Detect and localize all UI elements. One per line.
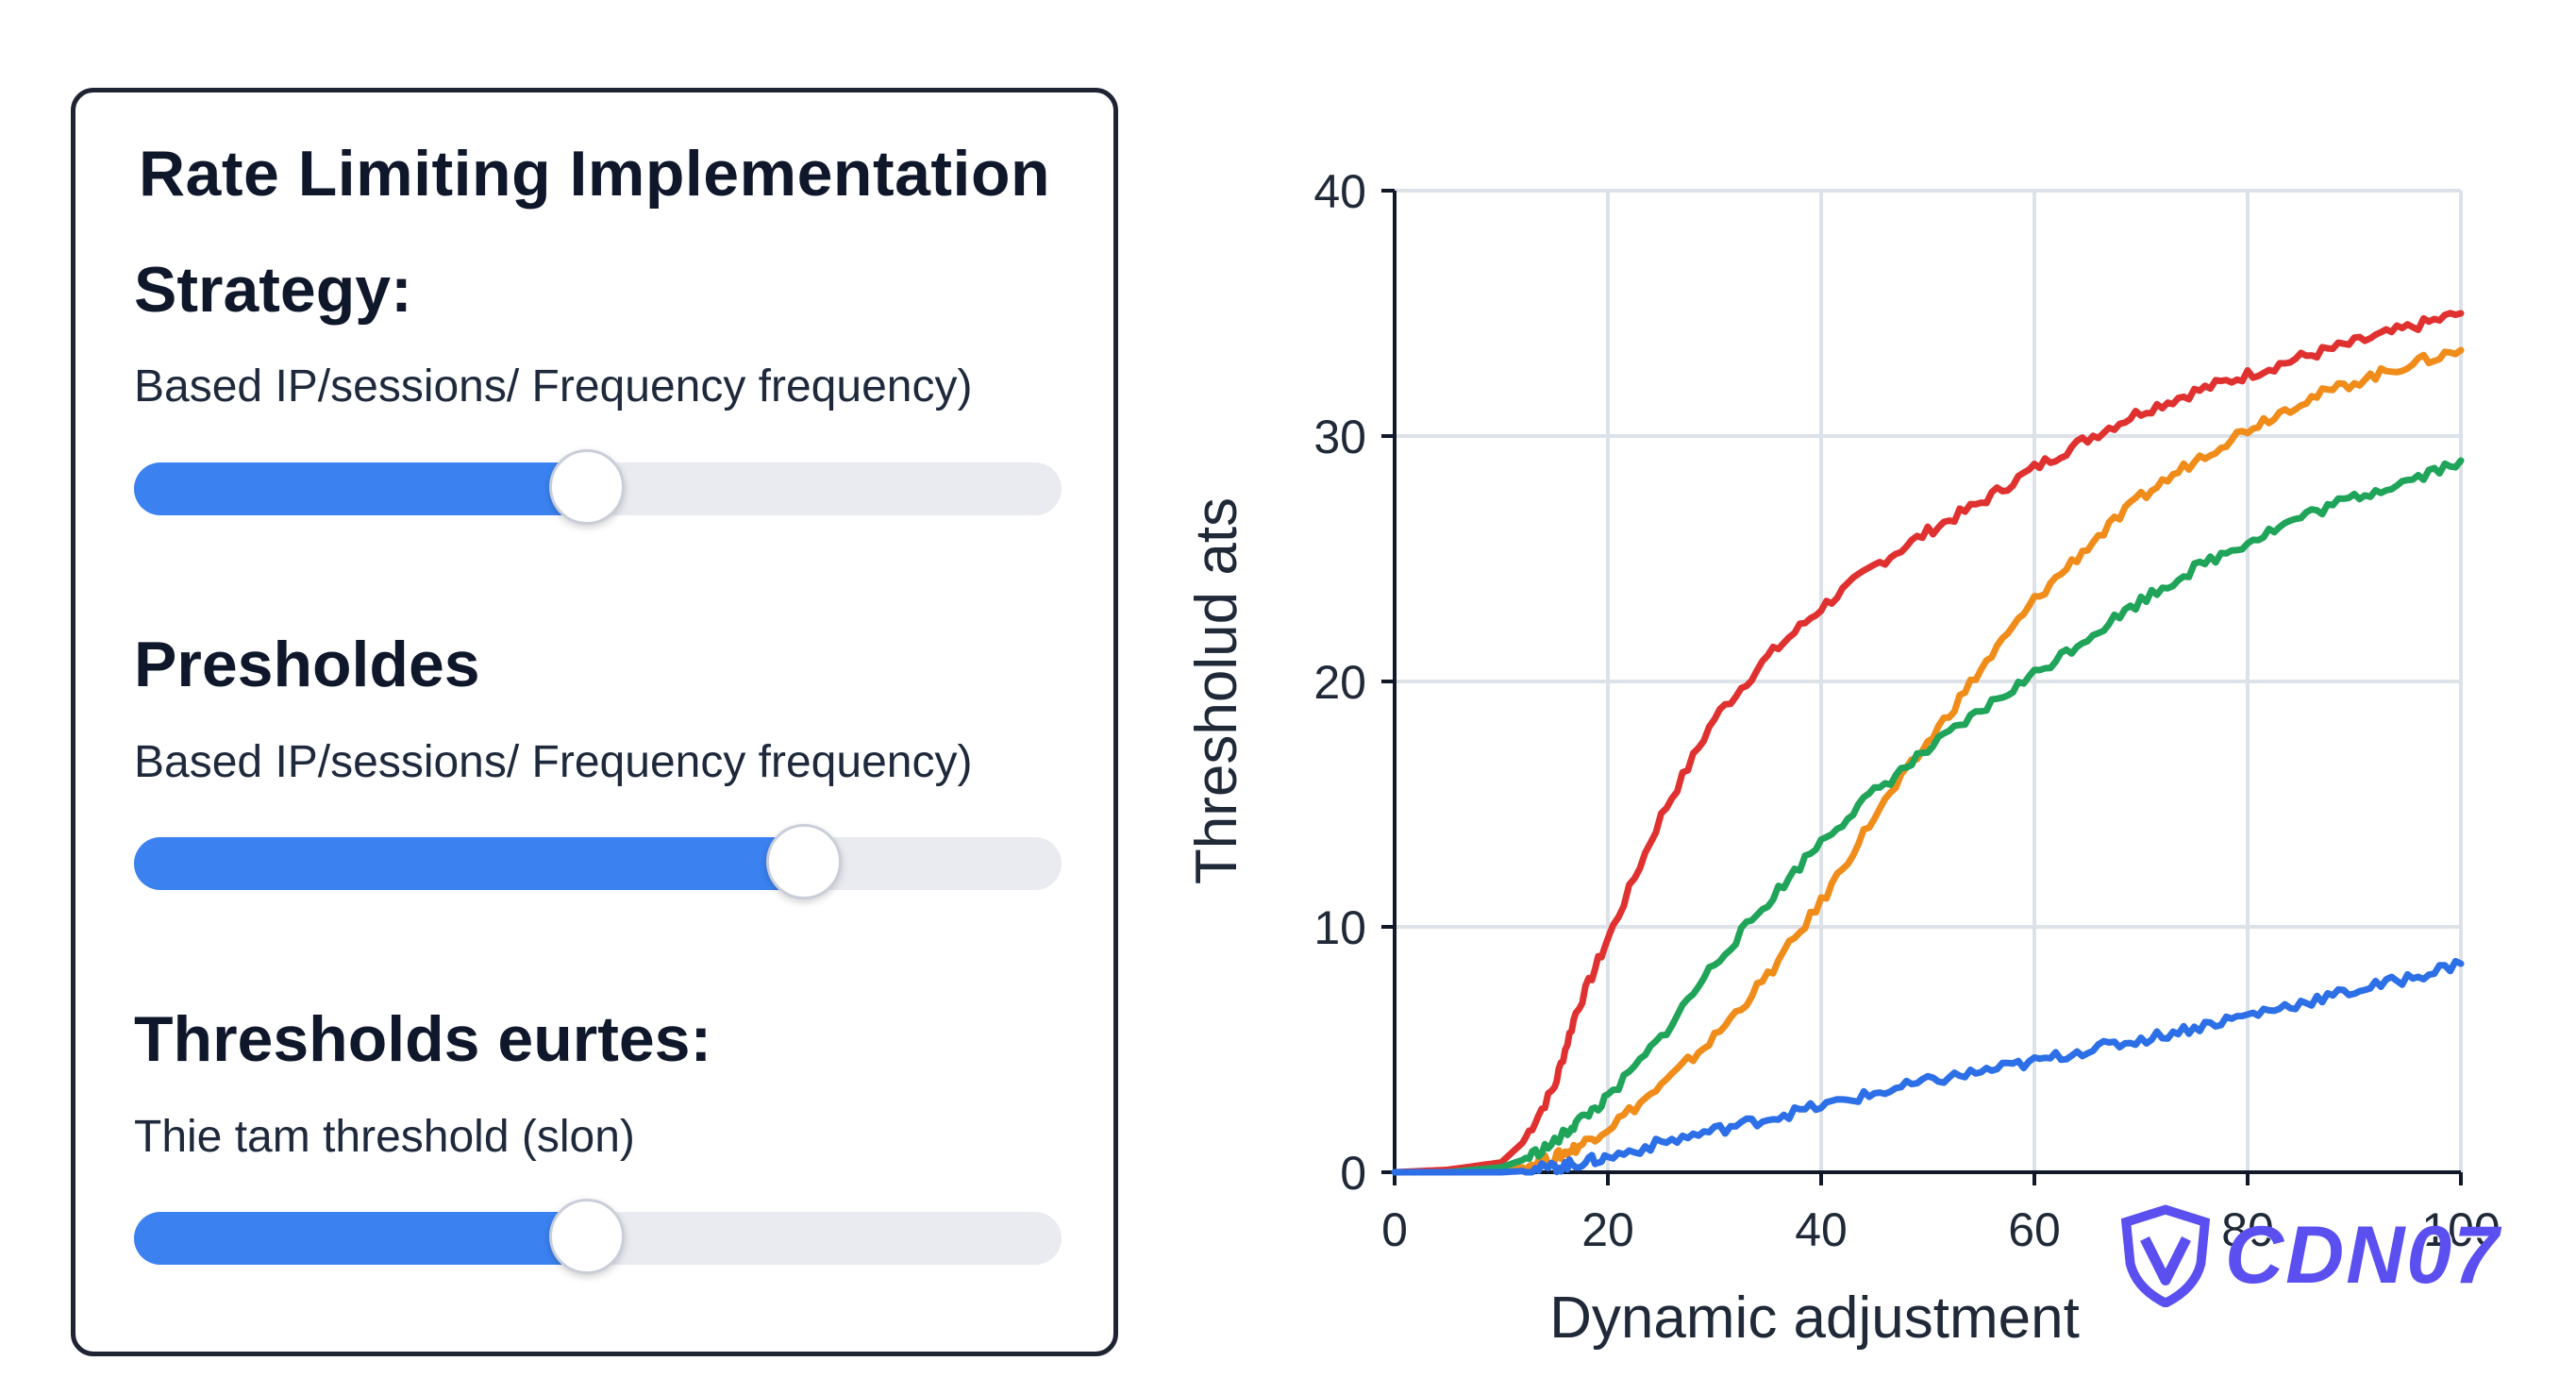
x-tick-label: 40	[1795, 1203, 1848, 1256]
y-tick-label: 10	[1313, 901, 1366, 954]
x-axis-label: Dynamic adjustment	[1549, 1286, 2080, 1351]
slider-thumb[interactable]	[765, 824, 842, 899]
slider-thumb[interactable]	[548, 1199, 625, 1274]
chart-series	[1391, 310, 2465, 1176]
slider-fill	[134, 1212, 587, 1265]
y-tick-label: 0	[1340, 1147, 1366, 1200]
y-axis-label: Thresholud ats	[1184, 497, 1249, 884]
y-tick-label: 30	[1313, 411, 1366, 463]
presholdes-heading: Presholdes	[134, 629, 480, 700]
series-line-orange	[1391, 346, 2465, 1176]
strategy-slider[interactable]	[134, 449, 1062, 525]
watermark-text: CDN07	[2225, 1209, 2501, 1301]
series-line-blue	[1391, 957, 2465, 1176]
chart-axes: 0 10 20 30 40 0 20 40 60 80 100	[1313, 165, 2500, 1256]
rate-limiting-panel	[71, 88, 1118, 1356]
x-tick-label: 0	[1381, 1203, 1408, 1256]
panel-title: Rate Limiting Implementation	[138, 138, 1051, 210]
watermark: CDN07	[2114, 1203, 2501, 1307]
thresholds-heading: Thresholds eurtes:	[134, 1003, 712, 1075]
thresholds-slider[interactable]	[134, 1199, 1062, 1274]
presholdes-slider[interactable]	[134, 824, 1062, 899]
slider-thumb[interactable]	[548, 449, 625, 525]
series-line-red	[1391, 310, 2465, 1176]
x-tick-label: 20	[1581, 1203, 1634, 1256]
slider-fill	[134, 462, 587, 515]
thresholds-description: Thie tam threshold (slon)	[134, 1112, 635, 1162]
series-line-green	[1391, 457, 2465, 1176]
chart-labels: Dynamic adjustment Thresholud ats	[1184, 497, 2080, 1351]
chart-grid	[1395, 189, 2463, 1172]
slider-fill	[134, 837, 804, 890]
y-tick-label: 40	[1313, 165, 1366, 218]
strategy-description: Based IP/sessions/ Frequency frequency)	[134, 361, 973, 412]
x-tick-label: 100	[2421, 1203, 2500, 1256]
y-tick-label: 20	[1313, 656, 1366, 709]
threshold-line-chart: 0 10 20 30 40 0 20 40 60 80 100 Dynamic adjustment…	[1184, 165, 2501, 1351]
x-tick-label: 80	[2221, 1203, 2274, 1256]
strategy-heading: Strategy:	[134, 254, 412, 326]
x-tick-label: 60	[2008, 1203, 2061, 1256]
shield-v-icon	[2120, 1204, 2211, 1307]
presholdes-description: Based IP/sessions/ Frequency frequency)	[134, 737, 973, 787]
